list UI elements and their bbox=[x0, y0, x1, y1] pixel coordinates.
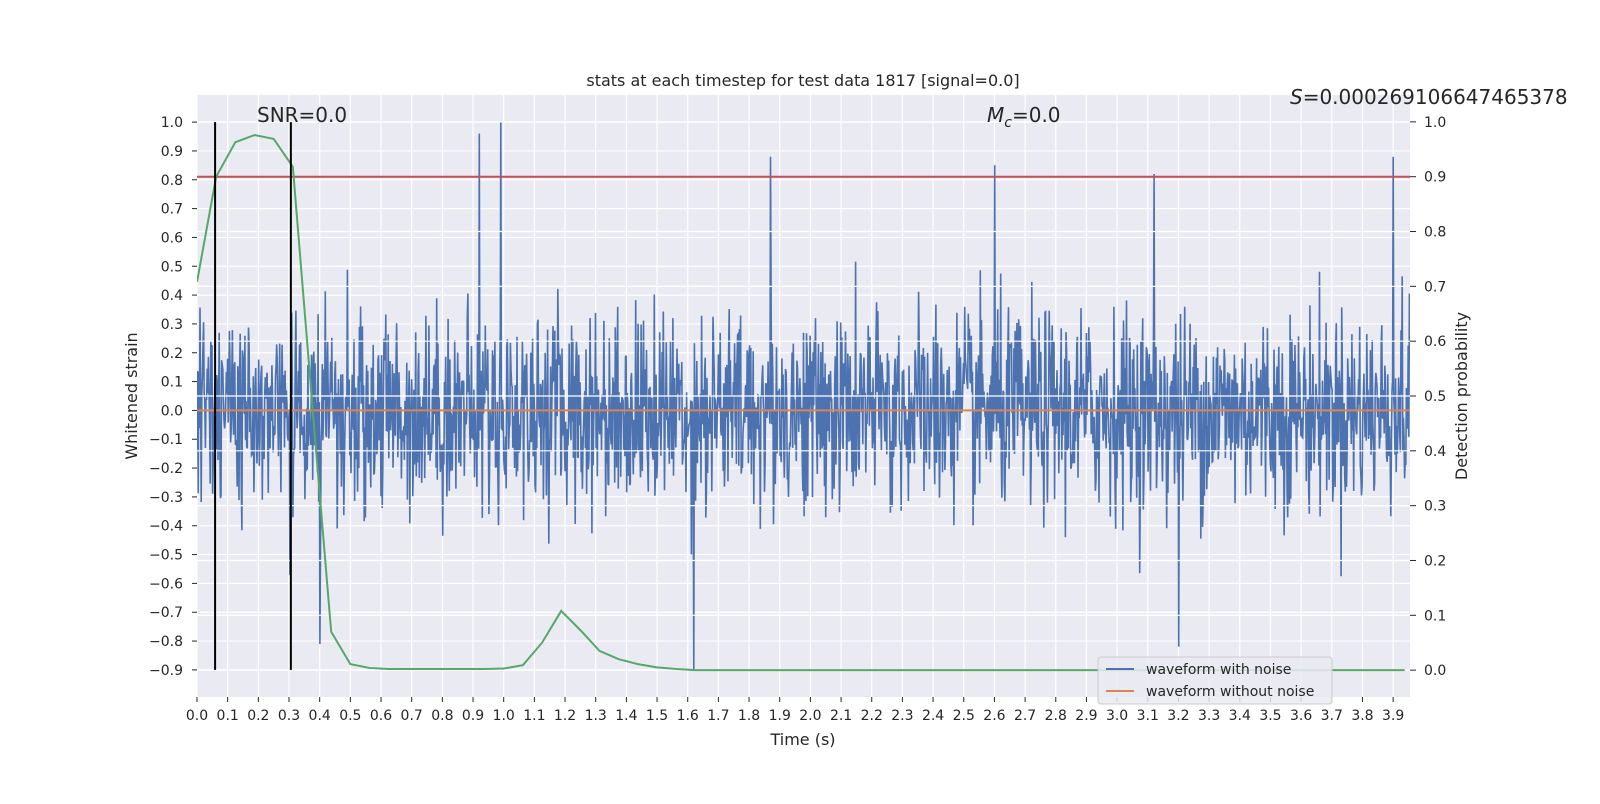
mc-symbol: M bbox=[987, 103, 1004, 127]
x-tick-label: 3.8 bbox=[1351, 708, 1373, 724]
y-tick-label: 0.0 bbox=[161, 403, 183, 419]
x-tick-label: 1.8 bbox=[738, 708, 760, 724]
chirp-mass-annotation: Mc=0.0 bbox=[987, 103, 1061, 131]
mc-subscript: c bbox=[1004, 115, 1012, 131]
x-tick-label: 0.1 bbox=[217, 708, 239, 724]
x-tick-label: 1.0 bbox=[493, 708, 515, 724]
y-tick-label: 0.2 bbox=[161, 346, 183, 362]
y2-tick-label: 0.8 bbox=[1424, 225, 1446, 241]
waveform-with-noise-line bbox=[197, 122, 1410, 670]
y2-tick-label: 0.4 bbox=[1424, 444, 1446, 460]
x-tick-label: 1.2 bbox=[554, 708, 576, 724]
x-tick-label: 1.4 bbox=[615, 708, 637, 724]
y2-tick-label: 0.6 bbox=[1424, 334, 1446, 350]
x-tick-label: 1.1 bbox=[523, 708, 545, 724]
legend-label-clean: waveform without noise bbox=[1146, 684, 1314, 700]
x-tick-label: 2.8 bbox=[1045, 708, 1067, 724]
y-tick-label: 0.3 bbox=[161, 317, 183, 333]
y-tick-label: 0.7 bbox=[161, 202, 183, 218]
x-tick-label: 2.7 bbox=[1014, 708, 1036, 724]
x-tick-label: 0.8 bbox=[431, 708, 453, 724]
y-tick-label: 0.1 bbox=[161, 375, 183, 391]
legend: waveform with noise waveform without noi… bbox=[1097, 656, 1333, 705]
x-tick-label: 0.0 bbox=[186, 708, 208, 724]
mc-value: =0.0 bbox=[1012, 103, 1061, 127]
y-tick-label: 0.5 bbox=[161, 259, 183, 275]
y-tick-label: −0.4 bbox=[149, 519, 183, 535]
x-tick-label: 1.5 bbox=[646, 708, 668, 724]
plot-marks bbox=[197, 121, 1410, 672]
x-tick-label: 2.5 bbox=[953, 708, 975, 724]
x-tick-label: 3.6 bbox=[1290, 708, 1312, 724]
x-tick-label: 2.1 bbox=[830, 708, 852, 724]
x-tick-label: 3.3 bbox=[1198, 708, 1220, 724]
x-tick-label: 3.5 bbox=[1259, 708, 1281, 724]
detection-probability-line bbox=[197, 133, 1405, 672]
x-tick-label: 1.9 bbox=[769, 708, 791, 724]
y-tick-label: 0.8 bbox=[161, 173, 183, 189]
x-tick-label: 2.4 bbox=[922, 708, 944, 724]
s-annotation: S=0.000269106647465378 bbox=[1290, 85, 1568, 109]
y2-tick-label: 0.3 bbox=[1424, 499, 1446, 515]
x-tick-label: 3.0 bbox=[1106, 708, 1128, 724]
axis-ticks: 0.0 0.1 0.2 0.3 0.4 0.5 0.6 0.7 0.8 0.9 1.0 1.1 1.2 1… bbox=[149, 115, 1446, 724]
y-tick-label: 0.6 bbox=[161, 230, 183, 246]
y2-tick-label: 0.0 bbox=[1424, 663, 1446, 679]
y-tick-label: −0.1 bbox=[149, 432, 183, 448]
y-axis-label: Whitened strain bbox=[122, 332, 141, 459]
y-tick-label: −0.6 bbox=[149, 576, 183, 592]
x-tick-label: 0.9 bbox=[462, 708, 484, 724]
y2-tick-label: 0.7 bbox=[1424, 279, 1446, 295]
y2-axis-label: Detection probability bbox=[1452, 312, 1471, 480]
x-tick-label: 2.0 bbox=[799, 708, 821, 724]
x-tick-label: 0.2 bbox=[247, 708, 269, 724]
chart-title: stats at each timestep for test data 181… bbox=[586, 71, 1019, 90]
y-tick-label: 1.0 bbox=[161, 115, 183, 131]
x-axis-label: Time (s) bbox=[769, 730, 835, 749]
y2-tick-label: 0.9 bbox=[1424, 170, 1446, 186]
x-tick-label: 1.3 bbox=[585, 708, 607, 724]
x-tick-label: 2.2 bbox=[861, 708, 883, 724]
y-tick-label: −0.8 bbox=[149, 634, 183, 650]
x-tick-label: 3.2 bbox=[1167, 708, 1189, 724]
x-tick-label: 2.3 bbox=[891, 708, 913, 724]
x-tick-label: 0.5 bbox=[339, 708, 361, 724]
s-symbol: S bbox=[1290, 85, 1303, 109]
y2-tick-label: 0.1 bbox=[1424, 608, 1446, 624]
y-tick-label: −0.5 bbox=[149, 548, 183, 564]
x-tick-label: 3.9 bbox=[1382, 708, 1404, 724]
x-tick-label: 0.3 bbox=[278, 708, 300, 724]
legend-label-noise: waveform with noise bbox=[1146, 662, 1291, 678]
x-tick-label: 1.7 bbox=[707, 708, 729, 724]
s-value: =0.000269106647465378 bbox=[1303, 85, 1568, 109]
legend-box bbox=[1097, 656, 1333, 705]
x-tick-label: 3.1 bbox=[1137, 708, 1159, 724]
y-tick-label: 0.9 bbox=[161, 144, 183, 160]
x-tick-label: 2.9 bbox=[1075, 708, 1097, 724]
y-tick-label: −0.9 bbox=[149, 663, 183, 679]
x-tick-label: 3.4 bbox=[1229, 708, 1251, 724]
x-tick-label: 2.6 bbox=[983, 708, 1005, 724]
y-tick-label: −0.2 bbox=[149, 461, 183, 477]
x-tick-label: 1.6 bbox=[677, 708, 699, 724]
y-tick-label: 0.4 bbox=[161, 288, 183, 304]
y-tick-label: −0.7 bbox=[149, 605, 183, 621]
x-tick-label: 0.4 bbox=[309, 708, 331, 724]
x-tick-label: 0.7 bbox=[401, 708, 423, 724]
x-tick-label: 0.6 bbox=[370, 708, 392, 724]
x-tick-label: 3.7 bbox=[1321, 708, 1343, 724]
y2-tick-label: 0.5 bbox=[1424, 389, 1446, 405]
y-tick-label: −0.3 bbox=[149, 490, 183, 506]
y2-tick-label: 0.2 bbox=[1424, 553, 1446, 569]
y2-tick-label: 1.0 bbox=[1424, 115, 1446, 131]
snr-annotation: SNR=0.0 bbox=[257, 103, 347, 127]
